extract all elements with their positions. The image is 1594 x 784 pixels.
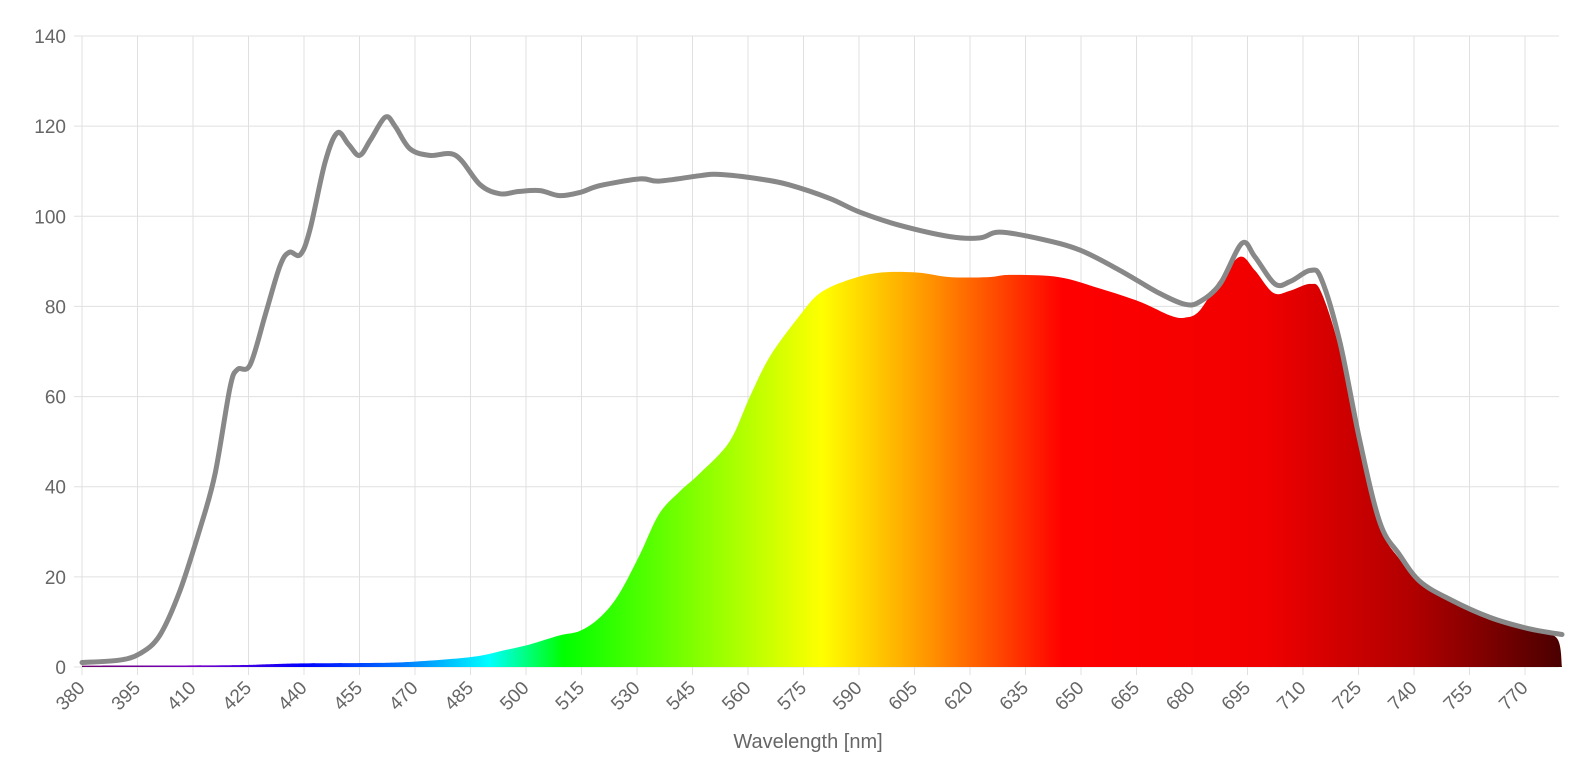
x-tick-label: 665 (1107, 678, 1144, 715)
y-tick-label: 120 (34, 117, 66, 138)
x-tick-label: 605 (885, 678, 922, 715)
x-tick-label: 455 (330, 678, 367, 715)
x-tick-label: 710 (1273, 678, 1310, 715)
y-tick-label: 80 (45, 297, 66, 318)
x-tick-label: 395 (108, 678, 145, 715)
x-tick-label: 440 (274, 678, 311, 715)
x-tick-label: 590 (829, 678, 866, 715)
x-tick-label: 485 (441, 678, 478, 715)
x-tick-label: 635 (996, 678, 1033, 715)
x-tick-label: 500 (496, 678, 533, 715)
x-tick-label: 575 (774, 678, 811, 715)
x-tick-label: 515 (552, 678, 589, 715)
y-tick-label: 100 (34, 207, 66, 228)
x-tick-label: 470 (385, 678, 422, 715)
x-axis-title: Wavelength [nm] (733, 731, 882, 753)
x-tick-label: 725 (1329, 678, 1366, 715)
x-tick-label: 545 (663, 678, 700, 715)
x-tick-label: 695 (1218, 678, 1255, 715)
x-tick-label: 620 (940, 678, 977, 715)
x-tick-label: 770 (1495, 678, 1532, 715)
y-tick-label: 0 (55, 658, 66, 679)
x-tick-label: 425 (219, 678, 256, 715)
x-tick-label: 650 (1051, 678, 1088, 715)
series-layer (79, 114, 1565, 667)
y-tick-label: 60 (45, 388, 66, 409)
reference-line (79, 114, 1565, 665)
x-axis-ticks: 380 395 410 425 440 455 470 485 500 515 530 545 560 5… (52, 678, 1532, 715)
x-tick-label: 530 (607, 678, 644, 715)
x-tick-label: 740 (1384, 678, 1421, 715)
spectrum-area (82, 256, 1562, 667)
y-tick-label: 20 (45, 568, 66, 589)
x-tick-label: 410 (163, 678, 200, 715)
x-tick-label: 680 (1162, 678, 1199, 715)
y-tick-label: 40 (45, 478, 66, 499)
y-axis-ticks: 0 20 40 60 80 100 120 140 (34, 27, 66, 679)
y-tick-label: 140 (34, 27, 66, 48)
x-tick-label: 755 (1440, 678, 1477, 715)
x-tick-label: 380 (52, 678, 89, 715)
x-tick-label: 560 (718, 678, 755, 715)
